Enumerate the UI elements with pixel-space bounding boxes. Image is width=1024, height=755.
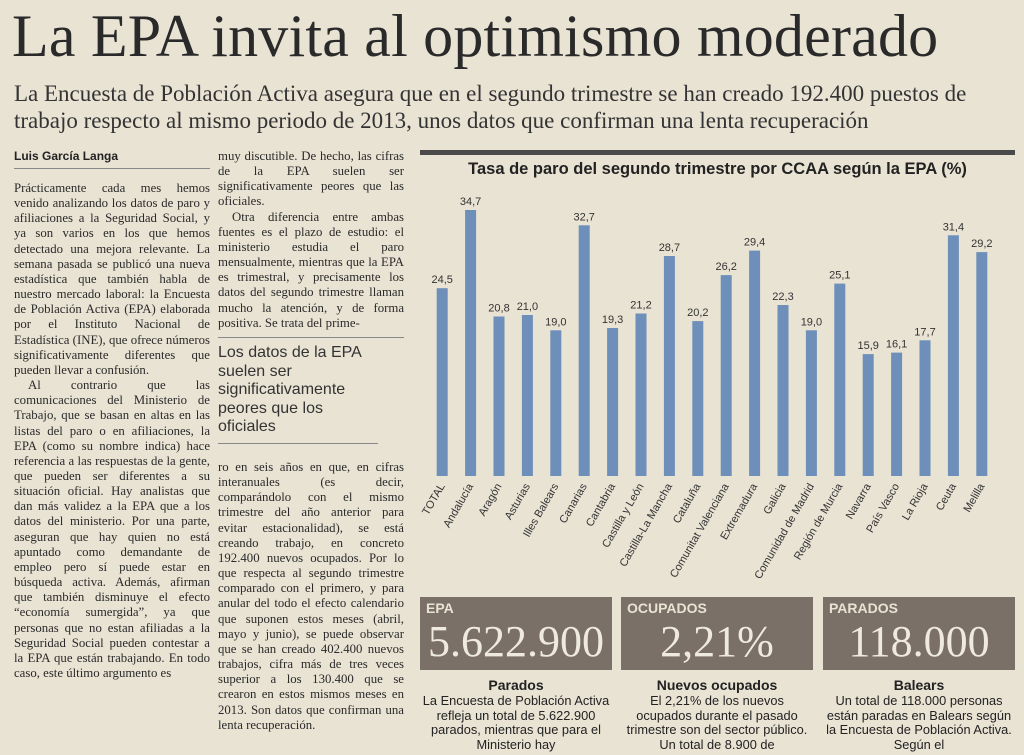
stat-box-ocupados: OCUPADOS 2,21% <box>621 597 813 670</box>
bar-value-label: 19,0 <box>545 316 566 328</box>
chart-title: Tasa de paro del segundo trimestre por C… <box>468 160 967 178</box>
category-tick-label: Castilla-La Mancha <box>618 481 676 569</box>
bar <box>578 225 590 476</box>
stat-box-value: 5.622.900 <box>428 617 604 666</box>
bar-value-label: 17,7 <box>914 326 935 338</box>
pullquote: Los datos de la EPA suelen ser significa… <box>218 344 378 444</box>
bar <box>692 321 704 476</box>
bar <box>493 316 505 476</box>
bar <box>749 250 761 476</box>
bar-value-label: 26,2 <box>715 261 736 273</box>
unemployment-bar-chart: 24,5TOTAL34,7Andalucía20,8Aragón21,0Astu… <box>420 196 992 581</box>
bar <box>663 256 675 476</box>
bar <box>607 328 619 476</box>
bar-value-label: 31,4 <box>943 221 964 233</box>
stat-box-epa: EPA 5.622.900 <box>420 597 612 670</box>
headline: La EPA invita al optimismo moderado <box>12 3 939 69</box>
deck-subtitle: La Encuesta de Población Activa asegura … <box>14 81 967 133</box>
category-tick-label: Melilla <box>961 481 987 515</box>
paragraph: ro en seis años en que, en cifras intera… <box>218 460 404 732</box>
bar <box>465 210 477 476</box>
category-tick-label: Galicia <box>761 481 789 517</box>
bar <box>919 340 931 476</box>
category-tick-label: Aragón <box>476 482 504 519</box>
paragraph: Al contrario que las comunicaciones del … <box>14 378 210 680</box>
paragraph: muy discutible. De hecho, las cifras de … <box>218 149 404 209</box>
paragraph: Prácticamente cada mes hemos venido anal… <box>14 181 210 377</box>
chart-top-rule <box>420 150 1015 155</box>
stat-box-text: Un total de 118.000 personas están parad… <box>826 693 1012 752</box>
stat-box-label: PARADOS <box>829 600 898 616</box>
stat-box-text: El 2,21% de los nuevos ocupados durante … <box>626 693 808 752</box>
bar-value-label: 29,2 <box>971 238 992 250</box>
byline: Luis García Langa <box>14 149 210 169</box>
bar-value-label: 22,3 <box>772 291 793 303</box>
bar <box>777 305 789 476</box>
bar-value-label: 20,2 <box>687 307 708 319</box>
stat-box-title: Balears <box>893 677 945 693</box>
stat-box-text: La Encuesta de Población Activa refleja … <box>422 693 610 752</box>
bar-value-label: 32,7 <box>573 211 594 223</box>
stat-box-label: OCUPADOS <box>627 600 707 616</box>
article-column-1: Prácticamente cada mes hemos venido anal… <box>14 181 210 681</box>
bar <box>720 275 732 476</box>
stat-box-parados: PARADOS 118.000 <box>823 597 1015 670</box>
bar-value-label: 34,7 <box>460 196 481 208</box>
bar-value-label: 25,1 <box>829 270 850 282</box>
category-tick-label: La Rioja <box>900 481 931 523</box>
category-tick-label: Asturias <box>503 481 534 522</box>
bar-value-label: 15,9 <box>857 340 878 352</box>
bar <box>834 283 846 476</box>
category-tick-label: Ceuta <box>934 481 960 513</box>
pullquote-rule <box>218 337 404 338</box>
bar-value-label: 19,3 <box>602 314 623 326</box>
stat-box-value: 118.000 <box>848 617 990 666</box>
article-column-2-bottom: ro en seis años en que, en cifras intera… <box>218 460 404 733</box>
article-column-2-top: muy discutible. De hecho, las cifras de … <box>218 149 404 331</box>
bar <box>891 352 903 476</box>
bar-value-label: 24,5 <box>431 274 452 286</box>
bar <box>521 315 533 476</box>
bar <box>550 330 562 476</box>
paragraph: Otra diferencia entre ambas fuentes es e… <box>218 209 404 330</box>
bar-value-label: 20,8 <box>488 303 509 315</box>
bar-value-label: 29,4 <box>744 237 765 249</box>
stat-box-title: Parados <box>488 677 544 693</box>
bar-value-label: 28,7 <box>659 242 680 254</box>
bar-value-label: 19,0 <box>801 316 822 328</box>
category-tick-label: Navarra <box>844 481 874 522</box>
bar-value-label: 16,1 <box>886 339 907 351</box>
bar-value-label: 21,0 <box>517 301 538 313</box>
bar-value-label: 21,2 <box>630 300 651 312</box>
bar <box>805 330 817 476</box>
bar <box>862 354 874 476</box>
stat-box-title: Nuevos ocupados <box>656 677 778 693</box>
bar <box>635 313 647 476</box>
bar <box>976 252 988 476</box>
bar <box>947 235 959 476</box>
stat-box-label: EPA <box>426 600 454 616</box>
bar <box>436 288 448 476</box>
stat-box-value: 2,21% <box>660 617 774 666</box>
category-tick-label: TOTAL <box>420 482 448 518</box>
